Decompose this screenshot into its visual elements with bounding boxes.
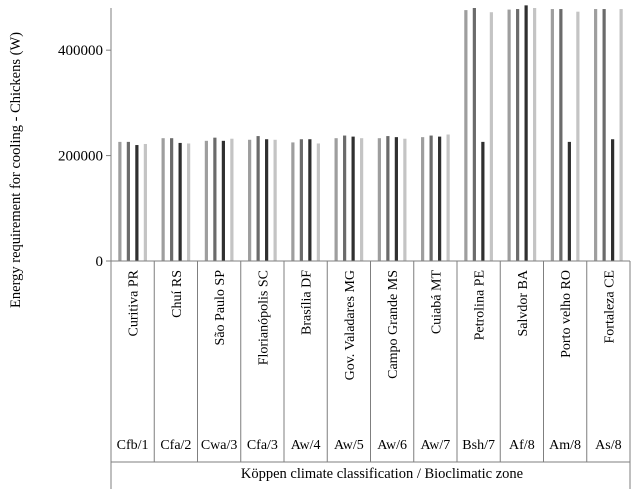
- bar-s2-3: [256, 136, 260, 261]
- zone-label: Cwa/3: [201, 438, 238, 453]
- zone-label: Cfb/1: [117, 438, 149, 453]
- bar-s3-8: [481, 141, 485, 261]
- category-label: Gov. Valadares MG: [343, 270, 358, 380]
- bar-s2-5: [343, 135, 347, 261]
- bar-s4-10: [576, 11, 580, 261]
- category-label: Cuiabá MT: [429, 270, 444, 335]
- bar-s1-0: [118, 141, 122, 261]
- bar-s3-4: [308, 139, 312, 261]
- bar-s2-8: [472, 8, 476, 261]
- bar-s2-7: [429, 135, 433, 261]
- bar-s2-1: [170, 138, 174, 261]
- x-axis-title: Köppen climate classification / Bioclima…: [241, 466, 523, 482]
- bar-s1-11: [594, 9, 598, 261]
- category-label: Campo Grande MS: [386, 270, 401, 379]
- bar-s3-5: [351, 136, 355, 261]
- bar-s1-9: [507, 9, 511, 261]
- bar-s2-6: [386, 136, 390, 261]
- bar-s1-5: [334, 138, 338, 261]
- zone-label: Cfa/2: [160, 438, 191, 453]
- bar-s4-11: [619, 9, 623, 261]
- y-tick-label: 400000: [58, 43, 103, 59]
- category-label: Florianópolis SC: [256, 270, 271, 365]
- category-label: Porto velho RO: [559, 270, 574, 358]
- bar-s1-6: [377, 138, 381, 261]
- bar-s4-2: [230, 138, 234, 261]
- bar-s4-6: [403, 138, 407, 261]
- bars-layer: [118, 5, 623, 261]
- bar-s4-9: [533, 8, 537, 261]
- zone-label: Bsh/7: [462, 438, 495, 453]
- bar-s2-2: [213, 137, 217, 261]
- y-axis-title: Energy requirement for cooling - Chicken…: [8, 32, 24, 308]
- bar-s4-8: [489, 12, 493, 261]
- zone-label: As/8: [595, 438, 621, 453]
- category-label: Curitiva PR: [127, 269, 142, 336]
- bar-s3-0: [135, 145, 139, 261]
- zone-label: Af/8: [509, 438, 535, 453]
- bar-s4-5: [360, 138, 364, 261]
- zone-label: Am/8: [549, 438, 581, 453]
- bar-s2-4: [299, 139, 303, 261]
- category-label: Brasília DF: [300, 270, 315, 335]
- bar-s3-2: [221, 140, 225, 261]
- bar-s3-10: [567, 141, 571, 261]
- bar-s1-2: [204, 140, 208, 261]
- bar-s1-3: [248, 139, 252, 261]
- bar-s1-4: [291, 142, 295, 261]
- zone-label: Aw/6: [377, 438, 407, 453]
- category-label: Chuí RS: [170, 270, 185, 318]
- y-tick-label: 0: [96, 254, 104, 270]
- bar-s3-3: [265, 139, 269, 261]
- bar-s4-1: [187, 143, 191, 261]
- bar-s4-7: [446, 134, 450, 261]
- bar-s4-3: [273, 139, 277, 261]
- zone-label: Cfa/3: [247, 438, 278, 453]
- labels-layer: 0 200000 400000 Curitiva PR Cfb/1 Chuí RS Cfa/…: [58, 43, 622, 453]
- bar-s3-1: [178, 142, 182, 261]
- bar-s2-0: [126, 141, 130, 261]
- bar-s3-7: [438, 136, 442, 261]
- zone-label: Aw/5: [334, 438, 364, 453]
- zone-label: Aw/4: [291, 438, 321, 453]
- bar-s1-10: [550, 9, 554, 261]
- bar-s4-4: [316, 143, 320, 261]
- bar-s2-9: [516, 9, 520, 261]
- bar-s3-9: [524, 5, 528, 261]
- bar-s4-0: [143, 143, 147, 261]
- bar-s1-1: [161, 138, 165, 261]
- bar-s2-11: [602, 9, 606, 261]
- axes-layer: [106, 8, 631, 489]
- category-label: São Paulo SP: [213, 270, 228, 346]
- bar-s3-6: [394, 137, 398, 261]
- bar-s2-10: [559, 9, 563, 261]
- category-label: Petrolina PE: [473, 270, 488, 340]
- zone-label: Aw/7: [420, 438, 450, 453]
- category-label: Fortaleza CE: [602, 270, 617, 343]
- y-tick-label: 200000: [58, 149, 103, 165]
- bar-s3-11: [611, 139, 615, 261]
- bar-s1-8: [464, 10, 468, 261]
- category-label: Salvdor BA: [516, 269, 531, 336]
- bar-s1-7: [421, 137, 425, 261]
